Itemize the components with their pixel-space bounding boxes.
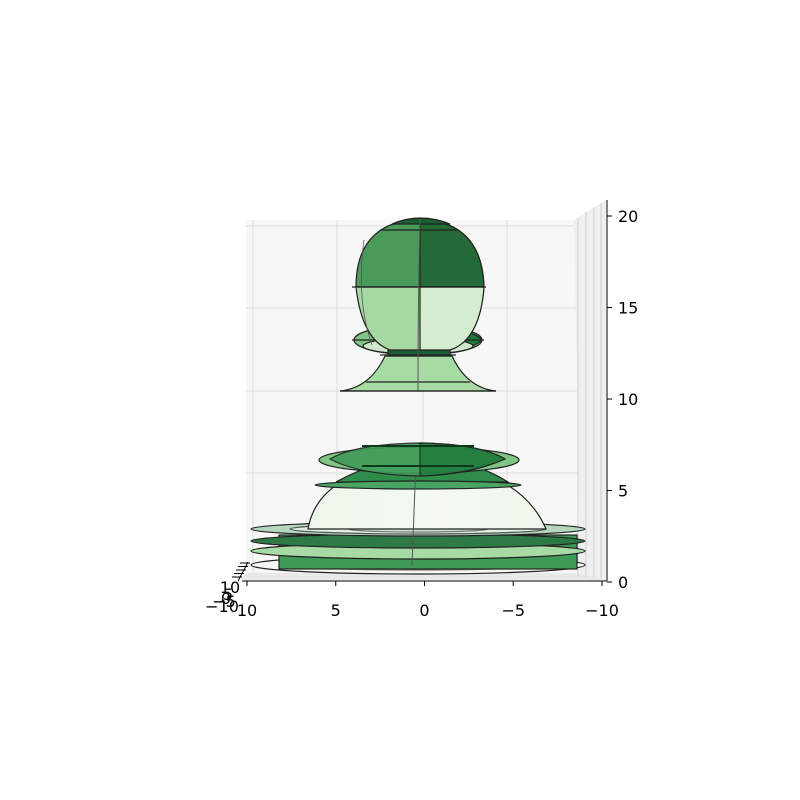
x-tick-label: 0 (419, 601, 429, 620)
x-tick-label: 5 (331, 601, 341, 620)
z-tick-label: 20 (618, 207, 638, 226)
x-tick-label: 10 (237, 601, 257, 620)
side-pane (574, 200, 606, 580)
x-tick-label: −5 (501, 601, 525, 620)
x-tick-label: −10 (585, 601, 619, 620)
base-rings (250, 521, 586, 575)
z-axis-ticks: 0 5 10 15 20 (607, 207, 638, 592)
y-tick-label: 10 (220, 578, 240, 597)
side-pane-lines (577, 203, 602, 579)
collar-disc (318, 442, 520, 477)
head-sphere (352, 217, 486, 391)
z-tick-label: 15 (618, 299, 638, 318)
z-tick-label: 5 (618, 482, 628, 501)
y-tick-label: 5 (223, 585, 233, 604)
y-axis-line (237, 561, 249, 582)
z-tick-label: 0 (618, 573, 628, 592)
y-tick-label: 0 (221, 589, 231, 608)
x-axis-ticks: 10 5 0 −5 −10 (237, 581, 619, 620)
floor-pane (240, 573, 606, 580)
z-tick-label: 10 (618, 390, 638, 409)
y-tick-label: −10 (205, 597, 239, 616)
y-tick-label: −5 (212, 592, 236, 611)
